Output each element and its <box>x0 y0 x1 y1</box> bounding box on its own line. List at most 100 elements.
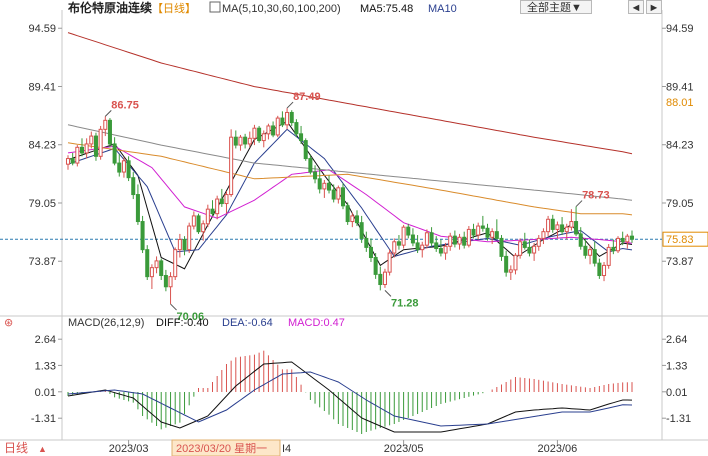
macd-y-tick-label-right: 2.64 <box>666 334 687 346</box>
candle-body <box>625 235 630 243</box>
candle-body <box>378 273 383 286</box>
candle-body <box>382 271 387 286</box>
candle-body <box>564 226 569 233</box>
macd-y-tick-label-left: 0.01 <box>35 387 56 399</box>
macd-y-tick-label-left: -1.31 <box>31 413 56 425</box>
extreme-pointer <box>286 101 294 109</box>
high-label: 78.73 <box>582 190 610 202</box>
candle-body <box>443 245 448 254</box>
candle-body <box>592 249 597 264</box>
candle-body <box>616 237 621 252</box>
candle-body <box>317 178 322 190</box>
candle-body <box>345 205 350 223</box>
candle-body <box>410 234 415 244</box>
candle-body <box>70 158 75 164</box>
candle-body <box>546 218 551 233</box>
cursor-date-tail: I4 <box>282 443 291 455</box>
candle-body <box>485 227 490 238</box>
macd-legend-label: MACD(26,12,9) <box>68 317 144 329</box>
candle-body <box>532 245 537 254</box>
candle-body <box>611 246 616 252</box>
candle-body <box>457 236 462 245</box>
candle-body <box>597 262 602 277</box>
nav-left-button[interactable]: ◄ <box>628 0 644 14</box>
candle-body <box>368 246 373 259</box>
candle-body <box>107 119 112 145</box>
candle-body <box>415 242 420 251</box>
candle-body <box>522 241 527 248</box>
macd-y-tick-label-left: 2.64 <box>35 334 56 346</box>
candle-body <box>387 252 392 273</box>
candle-body <box>508 269 513 273</box>
candle-body <box>233 136 238 146</box>
candle-body <box>499 237 504 257</box>
candle-body <box>359 222 364 239</box>
candle-body <box>629 235 635 240</box>
cursor-date-label: 2023/03/20 星期一 <box>176 442 267 455</box>
candle-body <box>354 215 360 224</box>
period-selector[interactable]: 日线 <box>4 441 28 455</box>
extreme-pointer <box>384 290 392 297</box>
candle-body <box>93 135 98 157</box>
candle-body <box>205 208 210 225</box>
candle-body <box>392 241 397 254</box>
theme-button[interactable]: 全部主题▼ <box>520 0 592 14</box>
candle-body <box>261 133 266 142</box>
candle-body <box>620 237 625 243</box>
candle-body <box>257 127 262 142</box>
candle-body <box>541 231 546 239</box>
candle-body <box>331 189 336 200</box>
macd-diff-line <box>67 361 633 433</box>
current-price-label: 75.83 <box>666 234 694 246</box>
candle-body <box>303 140 308 160</box>
candle-body <box>280 117 285 126</box>
candle-body <box>121 160 126 173</box>
low-label: 71.28 <box>391 297 419 309</box>
macd-y-tick-label-right: -1.31 <box>666 413 691 425</box>
macd-settings-icon[interactable]: ⊛ <box>4 317 13 329</box>
candle-body <box>224 194 229 205</box>
y-tick-label-right: 79.05 <box>666 198 694 210</box>
candle-body <box>462 236 467 246</box>
candle-body <box>159 260 164 277</box>
y-tick-label-right: 73.87 <box>666 256 694 268</box>
candle-body <box>215 198 220 215</box>
candle-body <box>177 239 182 251</box>
candle-body <box>373 257 378 275</box>
candle-body <box>513 254 518 271</box>
candle-body <box>145 249 150 278</box>
ma-legend-label: MA(5,10,30,60,100,200) <box>222 3 341 15</box>
candle-body <box>299 133 304 142</box>
y-tick-label-left: 79.05 <box>28 198 56 210</box>
macd-dea-legend: DEA:-0.64 <box>222 317 273 329</box>
nav-right-button[interactable]: ► <box>646 0 662 14</box>
high-label: 87.49 <box>293 91 321 103</box>
candle-body <box>126 160 131 179</box>
candle-body <box>327 182 332 191</box>
candle-body <box>350 215 355 223</box>
candle-body <box>219 198 224 205</box>
candle-body <box>154 260 159 269</box>
current-price-box <box>662 231 708 247</box>
candle-body <box>149 267 154 278</box>
candle-body <box>131 177 136 196</box>
candle-body <box>429 232 434 244</box>
candle-body <box>294 122 299 135</box>
candle-body <box>438 248 443 254</box>
x-tick-label: 2023/05 <box>384 443 424 455</box>
candle-body <box>140 221 145 251</box>
candle-body <box>471 228 476 236</box>
y-tick-label-left: 89.41 <box>28 81 56 93</box>
high-label: 86.75 <box>111 99 139 111</box>
candle-body <box>476 225 481 236</box>
period-dropdown-icon[interactable]: ▲ <box>38 444 47 454</box>
candle-body <box>396 241 401 246</box>
candle-body <box>606 246 611 266</box>
candle-body <box>238 136 243 146</box>
candle-body <box>117 162 122 173</box>
ma-settings-icon[interactable] <box>209 1 221 13</box>
candle-body <box>182 239 187 251</box>
candle-body <box>135 194 140 223</box>
extreme-pointer <box>575 200 583 207</box>
